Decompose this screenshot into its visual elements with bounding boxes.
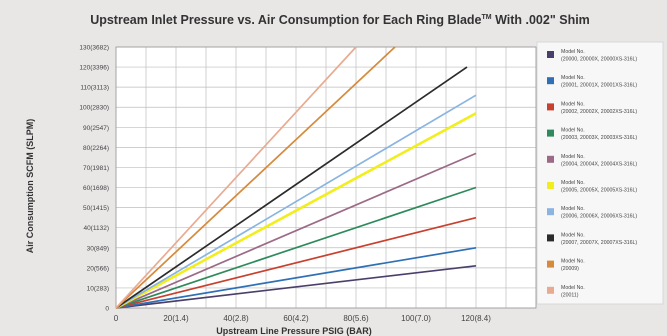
legend-label: Model No. — [561, 75, 585, 81]
y-tick-label: 130(3682) — [79, 45, 109, 52]
legend-label-models: (20011) — [561, 292, 579, 298]
legend: Model No. (20000, 20000X, 20000XS-316L) Mo… — [547, 49, 637, 298]
legend-label: Model No. — [561, 128, 585, 134]
chart-title: Upstream Inlet Pressure vs. Air Consumpt… — [90, 13, 590, 27]
legend-label-models: (20005, 20005X, 20005XS-316L) — [561, 188, 637, 194]
y-tick-label: 90(2547) — [83, 125, 109, 132]
x-tick-label: 0 — [114, 314, 119, 323]
legend-label-models: (20007, 20007X, 20007XS-316L) — [561, 240, 637, 246]
y-tick-label: 0 — [105, 306, 109, 313]
series-line — [115, 216, 477, 309]
series-line — [115, 46, 357, 309]
legend-label: Model No. — [561, 101, 585, 107]
y-tick-label: 20(566) — [87, 265, 109, 272]
y-tick-label: 80(2264) — [83, 145, 109, 152]
y-tick-label: 30(849) — [87, 245, 109, 252]
plot-area: 0 10(283) 20(566) 30(849) 40(1132) 50(1415) 60… — [79, 45, 537, 323]
x-tick-label: 20(1.4) — [163, 314, 189, 323]
x-tick-label: 100(7.0) — [401, 314, 431, 323]
legend-label: Model No. — [561, 285, 585, 291]
x-tick-label: 60(4.2) — [283, 314, 309, 323]
plot-border — [115, 46, 537, 309]
legend-label-models: (20003, 20003X, 20003XS-316L) — [561, 135, 637, 141]
x-tick-label: 40(2.8) — [223, 314, 249, 323]
x-axis-label: Upstream Line Pressure PSIG (BAR) — [216, 326, 372, 336]
legend-label-models: (20009) — [561, 266, 579, 272]
y-tick-label: 120(3396) — [79, 65, 109, 72]
legend-label-models: (20006, 20006X, 20006XS-316L) — [561, 214, 637, 220]
y-tick-label: 70(1981) — [83, 165, 109, 172]
y-tick-label: 110(3113) — [80, 85, 109, 92]
series-line — [115, 264, 477, 309]
legend-label-models: (20002, 20002X, 20002XS-316L) — [561, 109, 637, 115]
y-tick-label: 60(1698) — [83, 185, 109, 192]
legend-swatch — [547, 260, 554, 268]
legend-panel — [536, 41, 664, 305]
series-line — [115, 46, 396, 309]
y-tick-label: 10(283) — [87, 285, 109, 292]
legend-label-models: (20004, 20004X, 20004XS-316L) — [561, 161, 637, 167]
legend-swatch — [547, 155, 554, 163]
legend-swatch — [547, 77, 554, 85]
series-line — [115, 112, 477, 310]
legend-swatch — [547, 103, 554, 111]
legend-label-models: (20001, 20001X, 20001XS-316L) — [561, 83, 637, 89]
series-line — [115, 94, 477, 309]
series-line — [115, 246, 477, 309]
y-tick-label: 100(2830) — [79, 105, 109, 112]
legend-label: Model No. — [561, 259, 585, 265]
legend-swatch — [547, 51, 554, 58]
title-trademark: TM — [481, 14, 491, 21]
legend-swatch — [547, 208, 554, 216]
y-tick-label: 50(1415) — [83, 205, 109, 212]
legend-label-models: (20000, 20000X, 20000XS-316L) — [561, 57, 637, 63]
legend-label: Model No. — [561, 232, 585, 238]
legend-label: Model No. — [561, 49, 585, 55]
legend-swatch — [547, 234, 554, 242]
series-line — [115, 186, 477, 309]
legend-label: Model No. — [561, 206, 585, 212]
series-line — [115, 66, 468, 309]
legend-swatch — [547, 129, 554, 137]
legend-swatch — [547, 182, 554, 189]
x-tick-label: 80(5.6) — [343, 314, 369, 323]
legend-label: Model No. — [561, 180, 585, 186]
y-tick-label: 40(1132) — [83, 225, 109, 232]
legend-swatch — [547, 286, 554, 294]
y-axis-label: Air Consumption SCFM (SLPM) — [25, 119, 35, 254]
x-tick-label: 120(8.4) — [461, 314, 491, 323]
legend-label: Model No. — [561, 154, 585, 160]
series-line — [115, 152, 477, 309]
